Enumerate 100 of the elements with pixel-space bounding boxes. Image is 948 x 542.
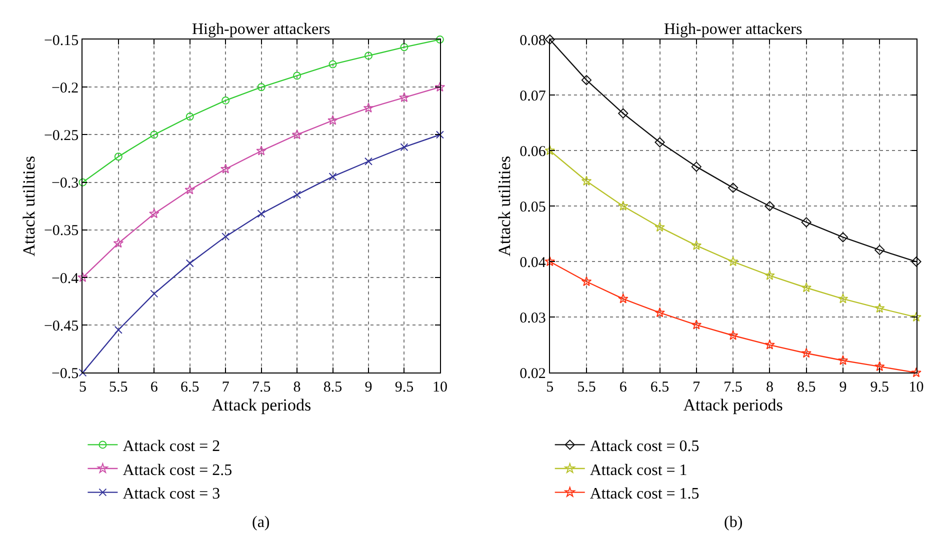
point	[399, 92, 410, 102]
x-tick-label: 8.5	[796, 380, 816, 396]
point	[581, 276, 592, 286]
point	[838, 355, 848, 365]
x-tick-label: 8.5	[323, 380, 342, 396]
x-tick-label: 5.5	[109, 380, 128, 396]
point	[764, 270, 775, 280]
point	[838, 232, 848, 242]
y-tick-label: 0.04	[520, 254, 546, 271]
point	[257, 210, 266, 218]
text: (a)	[252, 514, 270, 531]
point	[150, 130, 158, 139]
point	[293, 72, 302, 80]
y-tick-label: −0.3	[51, 176, 79, 192]
point	[691, 162, 702, 172]
point	[328, 60, 337, 68]
point	[220, 164, 231, 174]
point	[256, 146, 266, 156]
point	[581, 75, 592, 86]
y-tick-label: −0.35	[44, 223, 79, 240]
x-tick-label: 5.5	[577, 380, 596, 396]
x-tick-label: 7	[692, 380, 701, 396]
point	[654, 307, 665, 318]
x-tick-label: 6.5	[180, 380, 200, 396]
point	[292, 129, 302, 140]
point	[364, 52, 372, 60]
point	[222, 96, 230, 104]
y-tick-label: −0.15	[44, 32, 79, 49]
point	[434, 82, 446, 92]
point	[874, 361, 885, 372]
legend-label: Attack cost = 1.5	[590, 486, 700, 503]
y-tick-label: 0.08	[520, 32, 546, 49]
x-tick-label: 9	[839, 380, 847, 396]
y-axis-title: Attack utilities	[495, 156, 514, 256]
x-axis-title: Attack periods	[683, 396, 783, 415]
legend-label: Attack cost = 2	[122, 438, 220, 455]
y-tick-label: 0.03	[520, 310, 546, 326]
point	[544, 34, 555, 45]
point	[114, 152, 122, 161]
y-axis-title: Attack utilities	[20, 156, 39, 256]
y-tick-label: 0.07	[520, 88, 546, 104]
x-tick-label: 8	[293, 380, 301, 396]
x-tick-label: 10	[432, 380, 448, 396]
point	[618, 200, 628, 211]
legend-label: Attack cost = 1	[590, 462, 688, 479]
y-tick-label: −0.2	[51, 80, 79, 96]
point	[113, 238, 124, 248]
legend-label: Attack cost = 2.5	[122, 462, 232, 479]
point	[293, 190, 302, 199]
x-tick-label: 9	[364, 380, 372, 396]
point	[801, 348, 812, 358]
y-tick-label: 0.06	[520, 144, 546, 160]
point	[363, 102, 374, 113]
point	[186, 112, 194, 121]
chart-title: High-power attackers	[664, 21, 802, 38]
x-tick-label: 6	[619, 380, 628, 396]
x-tick-label: 6	[150, 380, 158, 396]
point	[78, 368, 87, 377]
x-axis-title: Attack periods	[212, 396, 312, 415]
point	[764, 201, 775, 212]
point	[618, 293, 628, 304]
point	[691, 240, 702, 250]
point	[728, 330, 738, 340]
point	[654, 222, 665, 232]
point	[78, 178, 87, 186]
x-tick-label: 7.5	[252, 380, 271, 396]
legend-label: Attack cost = 3	[122, 486, 220, 503]
point	[78, 272, 88, 282]
y-tick-label: −0.4	[51, 270, 80, 287]
point	[150, 290, 158, 298]
point	[691, 320, 702, 330]
x-tick-label: 9.5	[394, 380, 414, 396]
point	[801, 217, 812, 228]
point	[400, 43, 408, 52]
point	[364, 157, 372, 166]
point	[911, 312, 922, 322]
y-tick-label: −0.5	[51, 366, 79, 382]
y-tick-label: 0.02	[520, 366, 546, 382]
chart-title: High-power attackers	[192, 21, 330, 38]
legend-label: Attack cost = 0.5	[590, 438, 700, 455]
point	[222, 232, 230, 241]
point	[874, 244, 885, 256]
point	[436, 130, 444, 139]
point	[618, 108, 628, 118]
x-tick-label: 6.5	[650, 380, 670, 396]
x-tick-label: 5	[546, 380, 554, 396]
point	[436, 36, 444, 44]
point	[911, 367, 922, 378]
x-tick-label: 10	[908, 380, 924, 396]
point	[911, 256, 922, 267]
point	[874, 302, 885, 313]
point	[801, 282, 812, 292]
y-tick-label: −0.45	[44, 318, 79, 334]
point	[728, 182, 738, 193]
x-tick-label: 7.5	[724, 380, 742, 396]
x-tick-label: 9.5	[870, 380, 889, 396]
x-tick-label: 7	[222, 380, 230, 396]
point	[400, 143, 408, 152]
point	[764, 340, 775, 350]
text: (b)	[724, 514, 743, 531]
